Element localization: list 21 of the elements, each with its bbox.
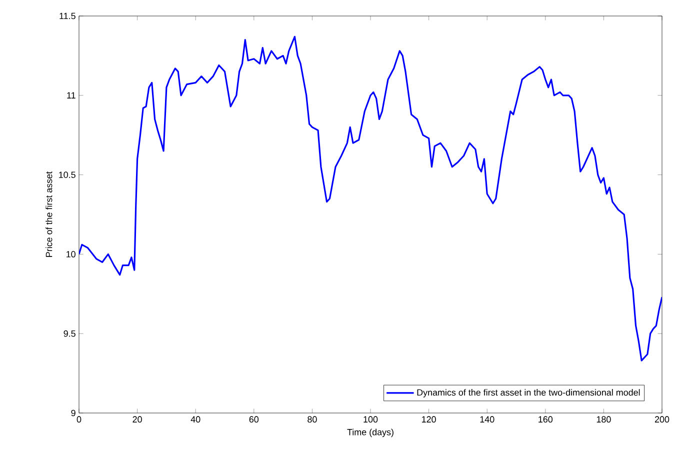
y-axis-title: Price of the first asset: [46, 171, 52, 257]
x-tick-label: 200: [654, 416, 670, 423]
y-tick-label: 10: [66, 251, 76, 258]
x-tick-label: 180: [596, 416, 611, 423]
x-tick-label: 160: [538, 416, 553, 423]
line-series: [79, 36, 662, 362]
y-tick-label: 9.5: [64, 330, 76, 337]
x-tick-label: 140: [480, 416, 494, 423]
x-tick-label: 20: [132, 416, 142, 423]
x-tick-label: 100: [364, 416, 378, 423]
x-tick-label: 0: [76, 416, 82, 423]
x-tick-label: 80: [308, 416, 317, 423]
y-tick-label: 10.5: [59, 172, 76, 178]
x-tick-label: 120: [422, 416, 436, 423]
y-tick-label: 9: [71, 410, 76, 416]
legend-label: Dynamics of the first asset in the two-dimensional model: [417, 389, 640, 398]
y-tick-label: 11.5: [60, 12, 76, 20]
x-tick-label: 60: [249, 416, 259, 423]
y-tick-label: 11: [67, 92, 76, 98]
x-axis-title: Time (days): [347, 428, 394, 438]
x-tick-label: 40: [190, 416, 200, 423]
